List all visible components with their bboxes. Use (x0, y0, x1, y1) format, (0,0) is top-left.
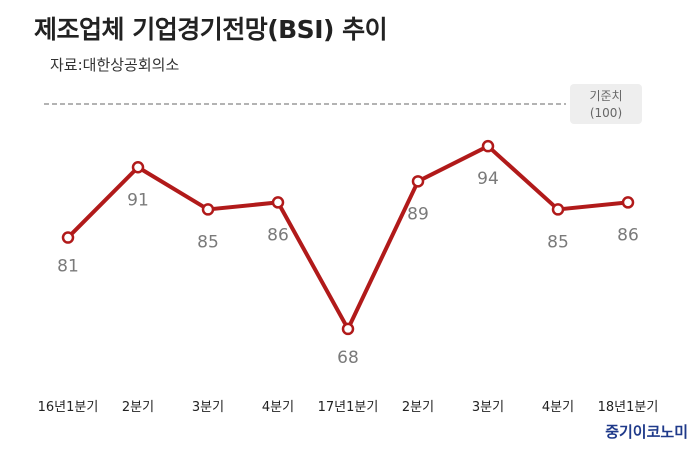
x-tick-label: 17년1분기 (318, 400, 379, 415)
data-value-label: 94 (477, 169, 499, 189)
data-point-marker (341, 322, 355, 336)
series-line (66, 144, 629, 331)
data-point-marker (551, 203, 565, 216)
data-value-label: 86 (617, 225, 639, 245)
data-value-label: 91 (127, 190, 149, 210)
brand-logo: 중기이코노미 (605, 423, 688, 441)
data-value-label: 86 (267, 225, 289, 245)
data-point-marker (131, 161, 145, 174)
x-tick-label: 18년1분기 (598, 400, 659, 415)
data-labels: 81 91 85 86 68 89 94 85 86 (57, 169, 639, 368)
data-markers (61, 139, 635, 336)
x-tick-label: 4분기 (262, 400, 294, 415)
chart-title: 제조업체 기업경기전망(BSI) 추이 (34, 15, 388, 44)
chart-source: 자료:대한상공회의소 (50, 56, 180, 74)
data-value-label: 81 (57, 257, 79, 277)
reference-label: 기준치 (589, 89, 622, 103)
data-point-marker (271, 196, 285, 209)
data-point-marker (621, 196, 635, 209)
x-tick-label: 2분기 (402, 400, 434, 415)
data-value-label: 85 (547, 232, 569, 252)
data-value-label: 89 (407, 204, 429, 224)
data-value-label: 85 (197, 232, 219, 252)
x-tick-label: 16년1분기 (38, 400, 99, 415)
x-tick-label: 3분기 (472, 400, 504, 415)
data-point-marker (201, 203, 215, 216)
reference-label-box (570, 84, 642, 124)
x-axis-tick-labels: 16년1분기 2분기 3분기 4분기 17년1분기 2분기 3분기 4분기 18년1분기 (38, 400, 659, 415)
data-value-label: 68 (337, 348, 359, 368)
data-point-marker (481, 139, 495, 153)
data-point-marker (61, 231, 75, 244)
reference-sublabel: (100) (590, 106, 622, 120)
x-tick-label: 2분기 (122, 400, 154, 415)
x-tick-label: 4분기 (542, 400, 574, 415)
data-point-marker (411, 175, 425, 188)
x-tick-label: 3분기 (192, 400, 224, 415)
